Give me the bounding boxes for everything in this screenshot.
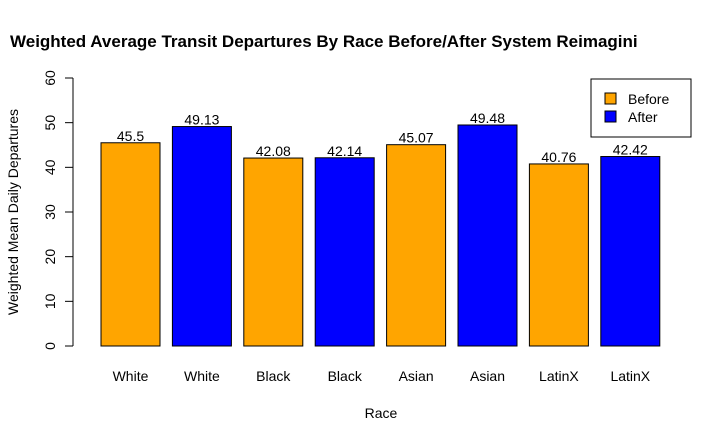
category-label: White (184, 368, 220, 384)
bar (600, 156, 661, 347)
data-label: 49.13 (184, 112, 219, 128)
legend: Before After (590, 78, 692, 138)
bar (171, 126, 232, 347)
category-labels: White White Black Black Asian Asian LatinX Lati… (113, 368, 651, 384)
bar (314, 157, 375, 347)
data-label: 40.76 (541, 149, 576, 165)
legend-label: After (628, 109, 658, 125)
data-label: 45.07 (399, 130, 434, 146)
category-label: Asian (470, 368, 505, 384)
bar (528, 163, 589, 347)
legend-swatch (604, 92, 617, 105)
x-axis-label: Race (365, 405, 398, 421)
y-axis-label: Weighted Mean Daily Departures (5, 109, 21, 315)
bar (100, 142, 161, 347)
data-label: 49.48 (470, 110, 505, 126)
legend-label: Before (628, 91, 669, 107)
bar (386, 144, 447, 347)
data-label: 42.14 (327, 143, 362, 159)
y-axis: 0 10 20 30 40 50 60 (42, 70, 74, 350)
y-tick-label: 30 (42, 204, 58, 220)
y-tick-label: 10 (42, 293, 58, 309)
data-label: 45.5 (117, 128, 144, 144)
bar (243, 157, 304, 347)
data-label: 42.08 (256, 143, 291, 159)
data-labels: 45.5 49.13 42.08 42.14 45.07 49.48 40.76 42.42 (117, 110, 648, 165)
y-tick-label: 60 (42, 70, 58, 86)
chart-title: Weighted Average Transit Departures By R… (10, 32, 638, 51)
category-label: Black (328, 368, 363, 384)
category-label: Black (256, 368, 291, 384)
legend-box (590, 78, 692, 138)
y-tick-label: 50 (42, 115, 58, 131)
category-label: White (113, 368, 149, 384)
legend-swatch (604, 110, 617, 123)
y-tick-label: 20 (42, 249, 58, 265)
bars (100, 124, 661, 347)
y-tick-label: 0 (42, 342, 58, 350)
category-label: LatinX (539, 368, 579, 384)
data-label: 42.42 (613, 142, 648, 158)
category-label: Asian (399, 368, 434, 384)
bar (457, 124, 518, 347)
category-label: LatinX (610, 368, 650, 384)
y-tick-label: 40 (42, 159, 58, 175)
